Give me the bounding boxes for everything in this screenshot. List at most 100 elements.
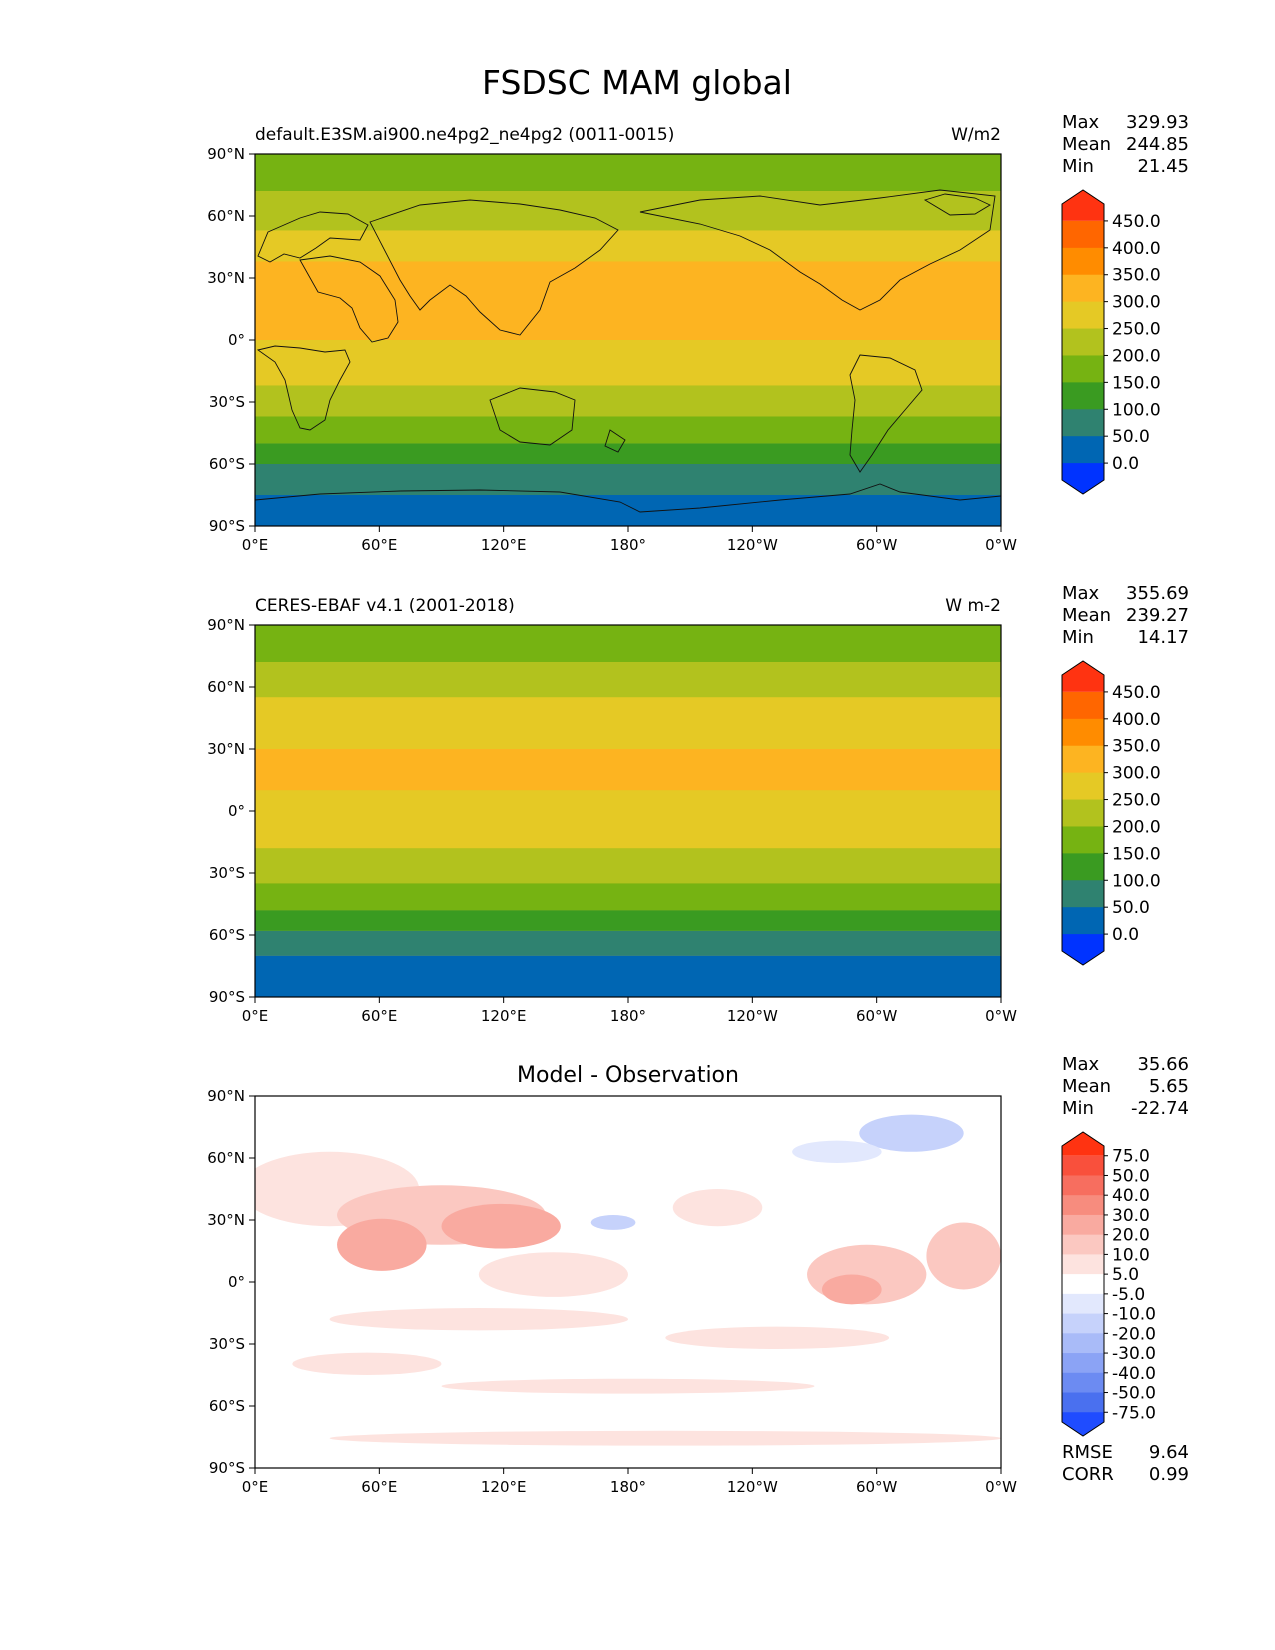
contour-band: [255, 697, 1001, 749]
contour-band: [255, 191, 1001, 231]
corr-label: CORR: [1062, 1464, 1114, 1485]
x-tick-label: 60°E: [361, 1478, 397, 1496]
colorbar-swatch: [1062, 1132, 1104, 1156]
colorbar-label: 400.0: [1112, 239, 1161, 259]
data-field: [255, 625, 1001, 997]
colorbar-label: -10.0: [1112, 1305, 1156, 1325]
stat-label: Min: [1062, 156, 1094, 177]
y-tick-label: 90°N: [207, 1087, 245, 1105]
panel-title: Model - Observation: [517, 1063, 739, 1088]
colorbar-swatch: [1062, 1195, 1104, 1216]
colorbar-swatch: [1062, 1155, 1104, 1176]
colorbar-swatch: [1062, 1372, 1104, 1394]
x-tick-label: 60°W: [856, 1478, 898, 1496]
colorbar-swatch: [1062, 826, 1104, 854]
contour-band: [255, 790, 1001, 849]
colorbar-swatch: [1062, 274, 1104, 303]
colorbar-label: 100.0: [1112, 871, 1161, 891]
y-tick-label: 90°S: [209, 988, 245, 1006]
colorbar-swatch: [1062, 463, 1104, 494]
contour-patch: [292, 1352, 442, 1375]
colorbar-label: -5.0: [1112, 1285, 1145, 1305]
contour-band: [255, 955, 1001, 997]
y-tick-label: 90°S: [209, 1459, 245, 1477]
colorbar-label: -20.0: [1112, 1324, 1156, 1344]
stat-label: Mean: [1062, 605, 1111, 626]
map-panel-1: 90°N 60°N 30°N 0° 30°S 60°S 90°S0°E 60°E 120°E 18…: [207, 112, 1189, 554]
y-tick-label: 30°N: [207, 269, 245, 287]
x-tick-label: 120°W: [727, 1007, 778, 1025]
colorbar-swatch: [1062, 1293, 1104, 1315]
colorbar-swatch: [1062, 880, 1104, 908]
colorbar-label: 450.0: [1112, 683, 1161, 703]
colorbar-label: 150.0: [1112, 844, 1161, 864]
colorbar-swatch: [1062, 718, 1104, 747]
colorbar-label: -75.0: [1112, 1403, 1156, 1423]
colorbar-swatch: [1062, 745, 1104, 774]
stat-label: Max: [1062, 1054, 1100, 1075]
colorbar-label: 40.0: [1112, 1186, 1150, 1206]
colorbar-swatch: [1062, 1175, 1104, 1196]
y-tick-label: 90°S: [209, 517, 245, 535]
colorbar-label: 150.0: [1112, 373, 1161, 393]
colorbar-label: 100.0: [1112, 400, 1161, 420]
x-tick-label: 60°W: [856, 536, 898, 554]
colorbar-swatch: [1062, 355, 1104, 383]
data-field: [255, 1114, 1001, 1446]
colorbar-label: 10.0: [1112, 1245, 1150, 1265]
x-tick-label: 60°E: [361, 1007, 397, 1025]
contour-patch: [821, 1274, 882, 1305]
x-tick-label: 60°W: [856, 1007, 898, 1025]
colorbar-label: 75.0: [1112, 1147, 1150, 1167]
colorbar-swatch: [1062, 1274, 1104, 1295]
y-tick-label: 60°S: [209, 455, 245, 473]
stat-label: Min: [1062, 1098, 1094, 1119]
figure-title: FSDSC MAM global: [482, 63, 792, 102]
stat-value: 244.85: [1126, 134, 1189, 155]
colorbar-swatch: [1062, 772, 1104, 801]
colorbar-label: 250.0: [1112, 320, 1161, 340]
contour-band: [255, 416, 1001, 444]
stat-value: 239.27: [1126, 605, 1189, 626]
stat-label: Max: [1062, 583, 1100, 604]
panel-title: CERES-EBAF v4.1 (2001-2018): [255, 596, 515, 616]
colorbar-outline: [1061, 189, 1105, 495]
x-tick-label: 0°W: [985, 1007, 1017, 1025]
colorbar-label: -50.0: [1112, 1384, 1156, 1404]
stat-label: Mean: [1062, 134, 1111, 155]
contour-patch: [792, 1140, 882, 1163]
stat-value: 355.69: [1126, 583, 1189, 604]
contour-patch: [329, 1430, 1001, 1446]
y-tick-label: 60°N: [207, 678, 245, 696]
colorbar-label: 300.0: [1112, 764, 1161, 784]
colorbar-swatch: [1062, 247, 1104, 276]
colorbar-label: 200.0: [1112, 346, 1161, 366]
y-tick-label: 0°: [228, 802, 245, 820]
colorbar-label: 250.0: [1112, 791, 1161, 811]
stat-value: -22.74: [1131, 1098, 1189, 1119]
y-tick-label: 90°N: [207, 145, 245, 163]
y-tick-label: 30°S: [209, 393, 245, 411]
colorbar-swatch: [1062, 382, 1104, 410]
x-tick-label: 180°: [610, 1007, 646, 1025]
colorbar-label: 200.0: [1112, 817, 1161, 837]
x-tick-label: 0°W: [985, 1478, 1017, 1496]
colorbar-label: 5.0: [1112, 1265, 1139, 1285]
y-tick-label: 60°S: [209, 1397, 245, 1415]
contour-band: [255, 749, 1001, 791]
contour-band: [255, 625, 1001, 663]
contour-band: [255, 883, 1001, 911]
colorbar-swatch: [1062, 1333, 1104, 1354]
colorbar-label: 50.0: [1112, 1166, 1150, 1186]
colorbar-swatch: [1062, 190, 1104, 221]
x-tick-label: 180°: [610, 1478, 646, 1496]
y-tick-label: 30°N: [207, 740, 245, 758]
colorbar-label: 0.0: [1112, 925, 1139, 945]
colorbar-label: -30.0: [1112, 1344, 1156, 1364]
colorbar-swatch: [1062, 409, 1104, 437]
colorbar-swatch: [1062, 853, 1104, 881]
panel-title: default.E3SM.ai900.ne4pg2_ne4pg2 (0011-0…: [255, 125, 674, 145]
y-tick-label: 90°N: [207, 616, 245, 634]
colorbar-swatch: [1062, 301, 1104, 330]
stat-value: 21.45: [1137, 156, 1189, 177]
